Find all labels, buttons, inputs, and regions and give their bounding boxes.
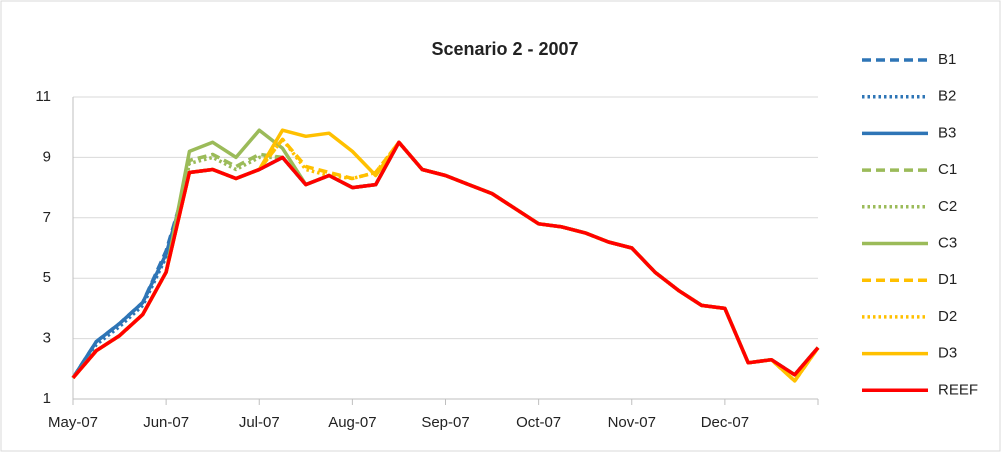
- y-tick-label: 1: [43, 390, 51, 407]
- x-tick-label: Oct-07: [516, 414, 561, 431]
- chart-title: Scenario 2 - 2007: [431, 39, 578, 59]
- legend-label: REEF: [938, 381, 978, 398]
- x-tick-label: Nov-07: [608, 414, 656, 431]
- y-tick-label: 5: [43, 269, 51, 286]
- y-tick-label: 7: [43, 209, 51, 226]
- legend-label: C1: [938, 161, 957, 178]
- y-tick-label: 11: [35, 88, 51, 105]
- legend-label: C2: [938, 198, 957, 215]
- x-tick-label: May-07: [48, 414, 98, 431]
- y-tick-label: 9: [43, 148, 51, 165]
- series-line: [71, 140, 820, 380]
- y-tick-label: 3: [43, 330, 51, 347]
- legend-label: D1: [938, 271, 957, 288]
- legend-label: B1: [938, 51, 956, 68]
- x-tick-label: Sep-07: [421, 414, 469, 431]
- x-tick-label: Jul-07: [239, 414, 280, 431]
- x-tick-label: Dec-07: [701, 414, 749, 431]
- legend-label: C3: [938, 234, 957, 251]
- x-tick-label: Jun-07: [143, 414, 189, 431]
- legend-label: B2: [938, 88, 956, 105]
- legend-label: B3: [938, 124, 956, 141]
- legend-label: D2: [938, 308, 957, 325]
- legend-label: D3: [938, 345, 957, 362]
- x-tick-label: Aug-07: [328, 414, 376, 431]
